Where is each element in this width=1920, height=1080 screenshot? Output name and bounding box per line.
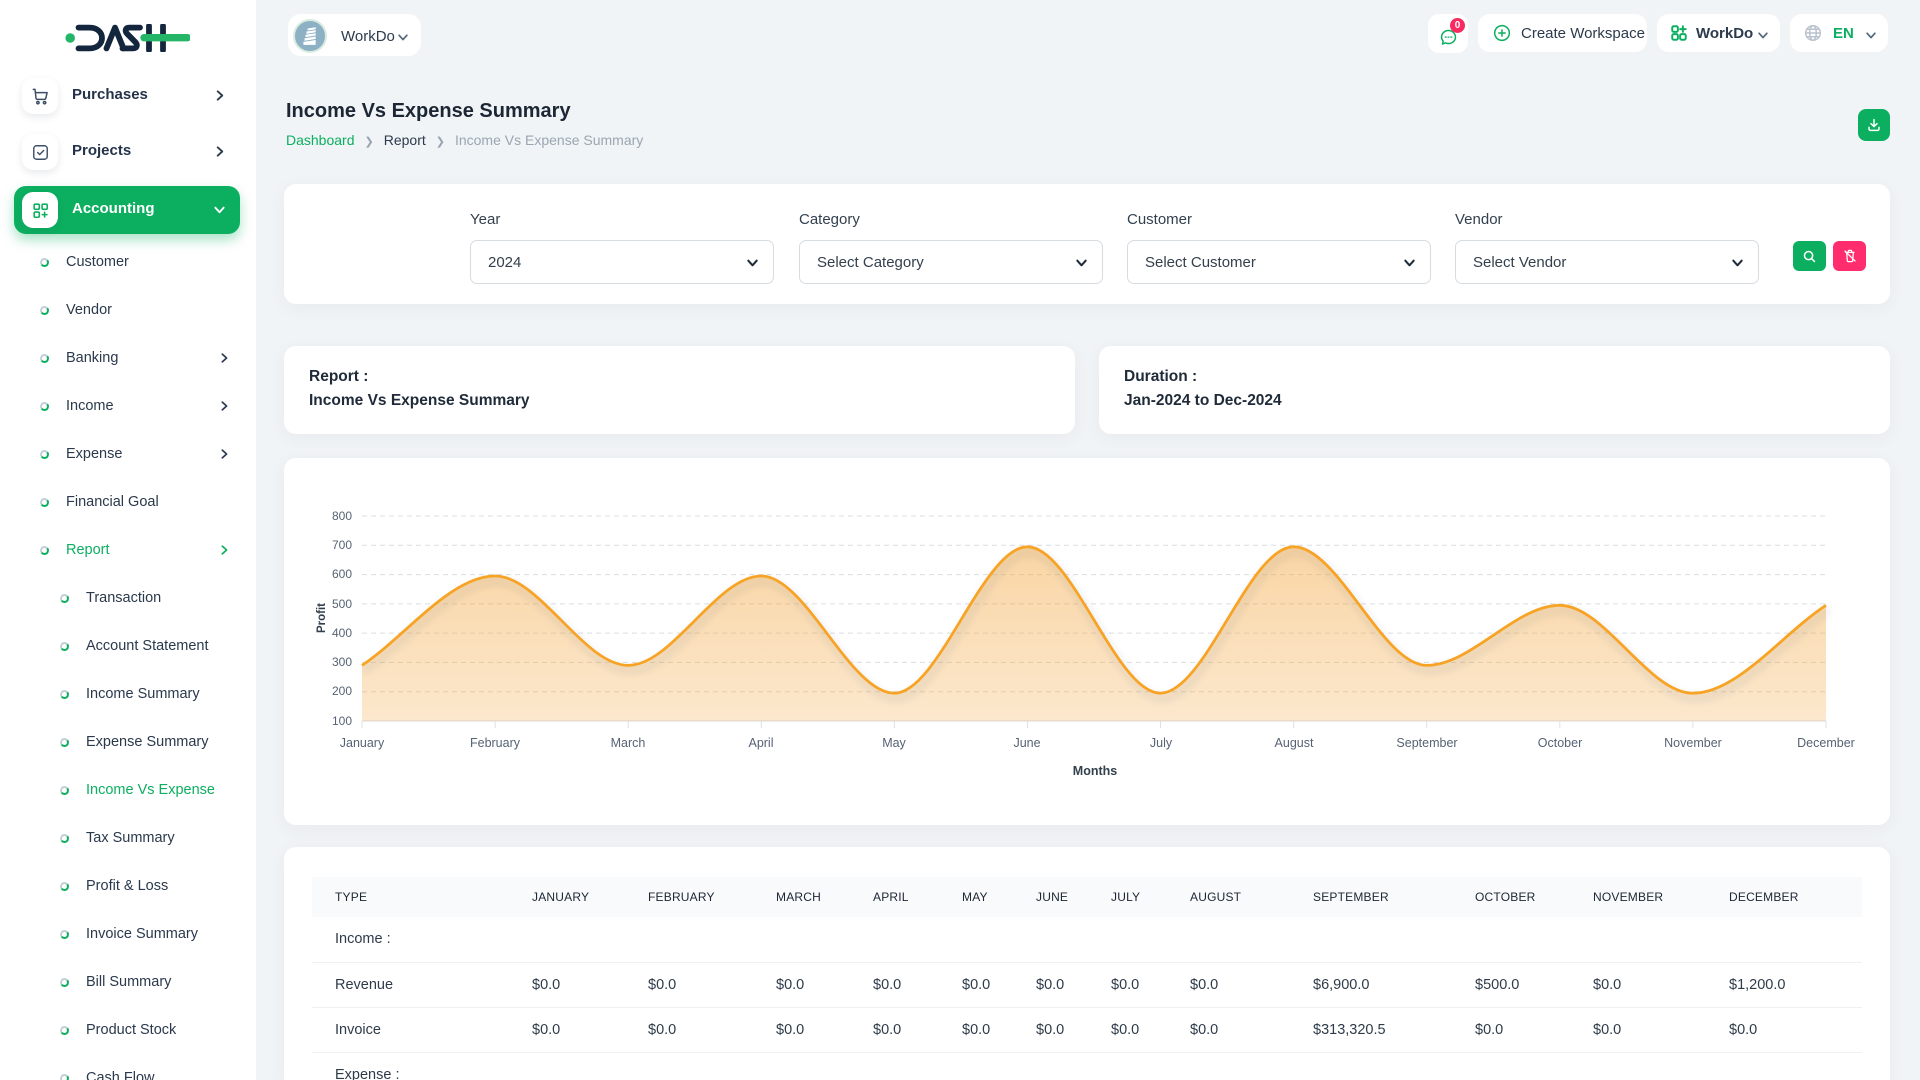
svg-text:700: 700 <box>332 538 352 552</box>
svg-text:800: 800 <box>332 509 352 523</box>
svg-text:November: November <box>1664 736 1722 750</box>
svg-text:August: August <box>1275 736 1314 750</box>
svg-text:200: 200 <box>332 684 352 698</box>
svg-text:600: 600 <box>332 567 352 581</box>
svg-text:400: 400 <box>332 626 352 640</box>
svg-text:Profit: Profit <box>316 603 328 633</box>
svg-text:March: March <box>611 736 646 750</box>
svg-text:September: September <box>1396 736 1457 750</box>
svg-text:June: June <box>1013 736 1040 750</box>
svg-text:January: January <box>340 736 385 750</box>
svg-text:May: May <box>882 736 906 750</box>
svg-text:July: July <box>1150 736 1173 750</box>
svg-text:300: 300 <box>332 655 352 669</box>
svg-text:500: 500 <box>332 597 352 611</box>
svg-text:100: 100 <box>332 714 352 728</box>
svg-text:October: October <box>1538 736 1582 750</box>
svg-text:February: February <box>470 736 521 750</box>
svg-text:December: December <box>1797 736 1855 750</box>
svg-text:Months: Months <box>1073 764 1117 778</box>
svg-text:April: April <box>748 736 773 750</box>
